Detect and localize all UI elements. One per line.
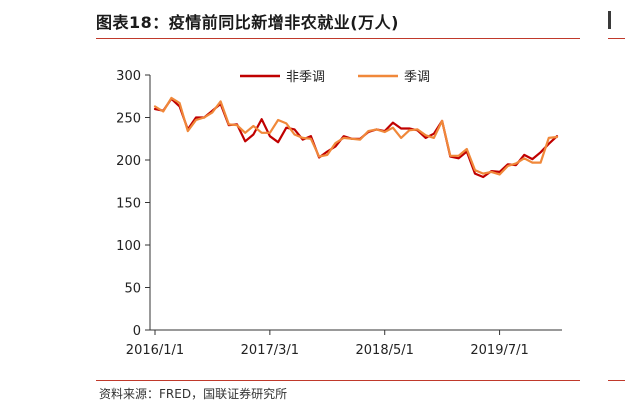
adjacent-panel-fragment: [608, 11, 611, 29]
source-divider: [96, 380, 580, 381]
adjacent-panel-divider: [608, 38, 625, 39]
adjacent-source-divider: [608, 380, 625, 381]
y-tick-label: 200: [116, 154, 141, 169]
series-line-sa: [153, 96, 559, 176]
title-divider: [96, 38, 580, 39]
y-tick-label: 50: [124, 282, 141, 297]
y-tick-label: 300: [116, 69, 141, 84]
x-tick-labels: 2016/1/1 2017/3/1 2018/5/1 2019/7/1: [126, 343, 529, 358]
source-note: 资料来源：FRED，国联证券研究所: [99, 387, 288, 401]
y-tick-label: 100: [116, 239, 141, 254]
legend-label: 非季调: [286, 70, 325, 85]
series-line-nsa: [153, 97, 559, 179]
y-tick-label: 0: [133, 324, 141, 339]
chart-title: 图表18：疫情前同比新增非农就业(万人): [96, 13, 399, 32]
x-tick-label: 2018/5/1: [356, 343, 414, 358]
legend-label: 季调: [404, 70, 430, 85]
y-tick-labels: 0 50 100 150 200 250 300: [116, 69, 141, 339]
chart-axes: [145, 74, 562, 335]
y-tick-label: 150: [116, 197, 141, 212]
chart-legend: 非季调 季调: [240, 70, 430, 85]
x-tick-label: 2017/3/1: [241, 343, 299, 358]
y-tick-label: 250: [116, 112, 141, 127]
series-lines: [153, 96, 559, 179]
x-tick-label: 2019/7/1: [470, 343, 528, 358]
x-tick-label: 2016/1/1: [126, 343, 184, 358]
